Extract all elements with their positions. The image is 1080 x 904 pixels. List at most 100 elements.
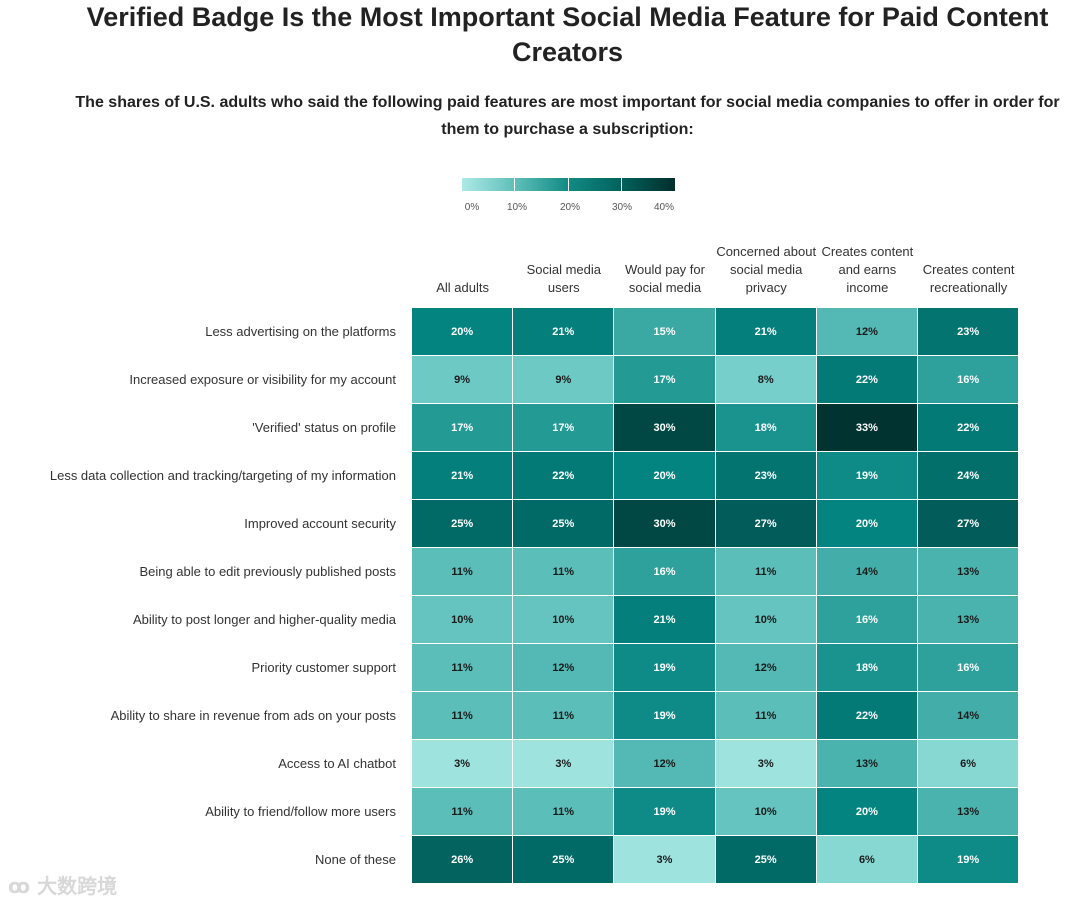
cell-value-label: 30% — [653, 421, 676, 434]
cell-value-label: 3% — [656, 853, 673, 866]
heatmap-cell: 11% — [715, 548, 817, 596]
cell-value-label: 16% — [957, 661, 980, 674]
cell-value-label: 11% — [754, 565, 777, 578]
cell-value-label: 13% — [855, 757, 878, 770]
column-header: Social media users — [526, 262, 601, 295]
row-label: None of these — [315, 852, 396, 867]
heatmap-cell: 25% — [412, 500, 514, 548]
watermark: ꝏ 大数跨境 — [8, 870, 117, 899]
heatmap-cell: 16% — [614, 548, 716, 596]
cell-value-label: 17% — [451, 421, 474, 434]
cell-value-label: 10% — [451, 613, 474, 626]
heatmap-cell: 12% — [614, 740, 716, 788]
cell-value-label: 10% — [552, 613, 575, 626]
cell-value-label: 11% — [754, 709, 777, 722]
cell-value-label: 16% — [653, 565, 676, 578]
cell-value-label: 14% — [957, 709, 980, 722]
cell-value-label: 24% — [957, 469, 980, 482]
heatmap-cell: 16% — [816, 596, 918, 644]
heatmap-cell: 21% — [715, 308, 817, 356]
heatmap-cell: 11% — [513, 788, 615, 836]
heatmap-cell: 11% — [513, 548, 615, 596]
cell-value-label: 25% — [552, 517, 575, 530]
heatmap-cell: 30% — [614, 404, 716, 452]
heatmap-cell: 21% — [513, 308, 615, 356]
cell-value-label: 18% — [855, 661, 878, 674]
cell-value-label: 21% — [552, 325, 575, 338]
cell-value-label: 12% — [754, 661, 777, 674]
row-label: Increased exposure or visibility for my … — [129, 372, 396, 387]
cell-value-label: 27% — [754, 517, 777, 530]
cell-value-label: 25% — [754, 853, 777, 866]
row-label: 'Verified' status on profile — [252, 420, 396, 435]
heatmap-cell: 6% — [816, 836, 918, 884]
heatmap-cell: 13% — [918, 596, 1020, 644]
cell-value-label: 21% — [754, 325, 777, 338]
heatmap-cell: 22% — [816, 356, 918, 404]
cell-value-label: 6% — [960, 757, 977, 770]
legend-segment — [515, 178, 568, 191]
heatmap-cell: 25% — [715, 836, 817, 884]
cell-value-label: 11% — [552, 709, 574, 722]
heatmap-cell: 11% — [412, 644, 514, 692]
cell-value-label: 12% — [552, 661, 575, 674]
heatmap-cell: 19% — [918, 836, 1020, 884]
heatmap-cell: 27% — [918, 500, 1020, 548]
row-label: Less data collection and tracking/target… — [49, 468, 396, 483]
legend-tick-label: 10% — [506, 202, 528, 213]
heatmap-cell: 9% — [513, 356, 615, 404]
cell-value-label: 3% — [555, 757, 572, 770]
cell-value-label: 12% — [653, 757, 676, 770]
heatmap-grid: 20% 21% 15% 21% 12% 23% 9% 9% 17% 8% 22% 16% 17% 17% 3… — [412, 308, 1020, 884]
cell-value-label: 25% — [552, 853, 575, 866]
cell-value-label: 14% — [855, 565, 878, 578]
legend-gradient-bar — [462, 178, 675, 191]
cell-value-label: 13% — [957, 613, 980, 626]
heatmap-cell: 10% — [715, 788, 817, 836]
legend-tick-label: 40% — [653, 202, 675, 213]
heatmap-cell: 12% — [816, 308, 918, 356]
heatmap-cell: 3% — [412, 740, 514, 788]
row-label: Priority customer support — [251, 660, 397, 675]
heatmap-cell: 6% — [918, 740, 1020, 788]
heatmap-cell: 17% — [412, 404, 514, 452]
cell-value-label: 17% — [653, 373, 676, 386]
heatmap-cell: 12% — [715, 644, 817, 692]
heatmap-cell: 3% — [715, 740, 817, 788]
heatmap-cell: 10% — [513, 596, 615, 644]
heatmap-cell: 26% — [412, 836, 514, 884]
cell-value-label: 11% — [451, 565, 473, 578]
row-label: Ability to friend/follow more users — [205, 804, 396, 819]
heatmap-cell: 13% — [918, 788, 1020, 836]
heatmap-cell: 14% — [918, 692, 1020, 740]
cell-value-label: 3% — [454, 757, 471, 770]
color-legend: 0% 10% 20% 30% 40% — [462, 178, 676, 218]
legend-tick-label: 0% — [464, 202, 480, 213]
cell-value-label: 20% — [451, 325, 474, 338]
heatmap-cell: 11% — [513, 692, 615, 740]
cell-value-label: 23% — [754, 469, 777, 482]
heatmap-cell: 17% — [513, 404, 615, 452]
heatmap-cell: 20% — [412, 308, 514, 356]
heatmap-cell: 22% — [816, 692, 918, 740]
heatmap-cell: 15% — [614, 308, 716, 356]
heatmap-cell: 20% — [816, 788, 918, 836]
cell-value-label: 9% — [555, 373, 572, 386]
heatmap-cell: 10% — [715, 596, 817, 644]
heatmap-cell: 3% — [614, 836, 716, 884]
heatmap-cell: 11% — [412, 692, 514, 740]
cell-value-label: 19% — [855, 469, 878, 482]
cell-value-label: 16% — [855, 613, 878, 626]
cell-value-label: 10% — [754, 805, 777, 818]
column-header: Creates content recreationally — [922, 262, 1015, 295]
cell-value-label: 15% — [653, 325, 676, 338]
cell-value-label: 13% — [957, 805, 980, 818]
heatmap-cell: 25% — [513, 836, 615, 884]
heatmap-cell: 33% — [816, 404, 918, 452]
heatmap-cell: 11% — [412, 788, 514, 836]
cell-value-label: 11% — [552, 565, 574, 578]
cell-value-label: 30% — [653, 517, 676, 530]
cell-value-label: 11% — [552, 805, 574, 818]
cell-value-label: 8% — [757, 373, 774, 386]
cell-value-label: 16% — [957, 373, 980, 386]
